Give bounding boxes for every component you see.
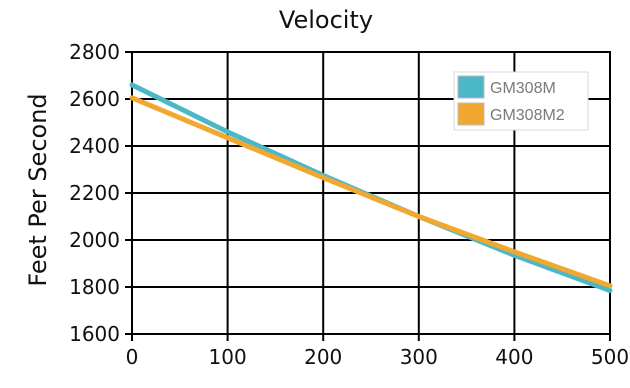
y-tick-label: 2400	[69, 134, 120, 158]
y-tick-label: 2200	[69, 181, 120, 205]
y-axis-label: Feet Per Second	[24, 93, 52, 286]
x-tick-label: 400	[495, 345, 533, 369]
x-tick-label: 0	[126, 345, 139, 369]
legend-swatch	[457, 75, 485, 99]
legend-swatch	[457, 102, 485, 126]
legend-label: GM308M	[490, 80, 556, 97]
chart-title: Velocity	[279, 6, 373, 34]
legend-label: GM308M2	[490, 107, 565, 124]
y-tick-label: 2600	[69, 87, 120, 111]
x-tick-label: 300	[400, 345, 438, 369]
y-tick-label: 1800	[69, 275, 120, 299]
y-tick-label: 2000	[69, 228, 120, 252]
x-tick-label: 200	[304, 345, 342, 369]
x-tick-label: 500	[591, 345, 629, 369]
y-tick-label: 1600	[69, 322, 120, 346]
legend: GM308M GM308M2	[453, 71, 589, 131]
x-tick-label: 100	[209, 345, 247, 369]
series-line-gm308m2	[129, 95, 613, 289]
y-axis-ticks: 1600 1800 2000 2200 2400 2600 2800	[69, 40, 132, 346]
series-lines	[129, 82, 613, 293]
y-tick-label: 2800	[69, 40, 120, 64]
x-axis-ticks: 0 100 200 300 400 500	[126, 334, 629, 369]
